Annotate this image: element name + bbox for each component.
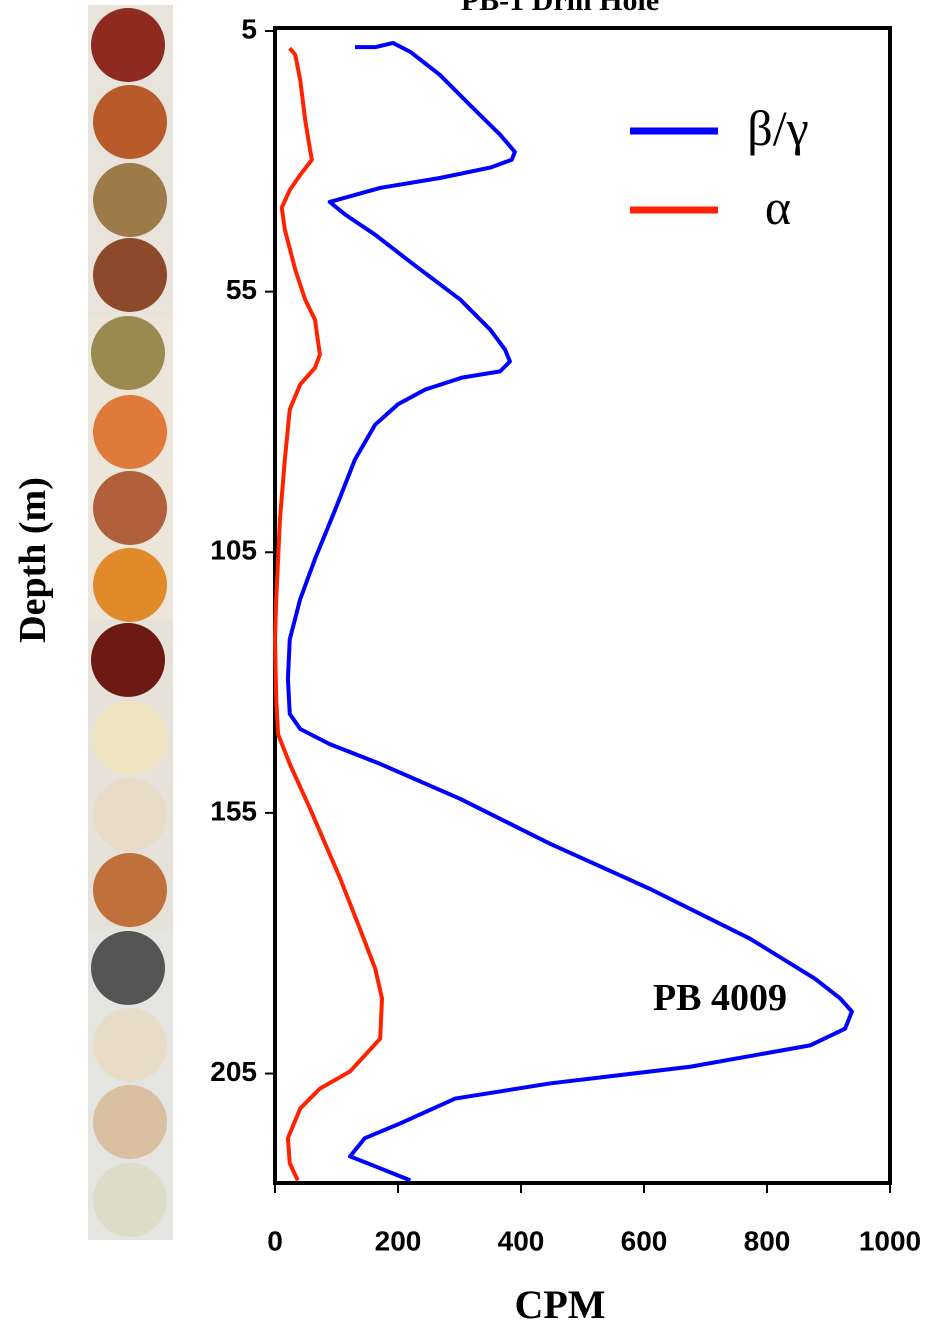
core-sample (93, 163, 167, 237)
legend-label: β/γ (747, 100, 808, 156)
core-sample (93, 853, 167, 927)
core-sample (93, 471, 167, 545)
annotation: PB 4009 (653, 977, 787, 1019)
core-sample (93, 1163, 167, 1237)
y-tick-label: 55 (226, 274, 257, 305)
x-tick-label: 600 (621, 1225, 668, 1256)
core-sample (91, 623, 165, 697)
chart-title: PB-1 Drill Hole (461, 0, 659, 17)
data-line (275, 48, 382, 1180)
y-tick-label: 105 (210, 535, 257, 566)
plot-frame (275, 28, 890, 1183)
core-sample (93, 1008, 167, 1082)
core-sample (91, 8, 165, 82)
core-sample (91, 931, 165, 1005)
core-sample (93, 238, 167, 312)
x-tick-label: 200 (375, 1225, 422, 1256)
y-tick-label: 5 (241, 13, 257, 44)
y-axis-label: Depth (m) (12, 477, 54, 643)
x-tick-label: 0 (267, 1225, 283, 1256)
core-sample (93, 395, 167, 469)
core-photos (88, 5, 173, 1240)
core-sample (93, 85, 167, 159)
core-sample (93, 1085, 167, 1159)
core-sample (93, 778, 167, 852)
core-sample (93, 548, 167, 622)
core-sample (93, 701, 167, 775)
x-tick-label: 800 (744, 1225, 791, 1256)
x-axis-label: CPM (514, 1282, 605, 1327)
legend-label: α (765, 179, 791, 235)
y-tick-label: 205 (210, 1056, 257, 1087)
core-sample (91, 316, 165, 390)
x-tick-label: 400 (498, 1225, 545, 1256)
y-tick-label: 155 (210, 795, 257, 826)
chart: PB-1 Drill Hole CPM Depth (m) PB 4009 0 2… (0, 0, 935, 1330)
x-tick-label: 1000 (859, 1225, 921, 1256)
